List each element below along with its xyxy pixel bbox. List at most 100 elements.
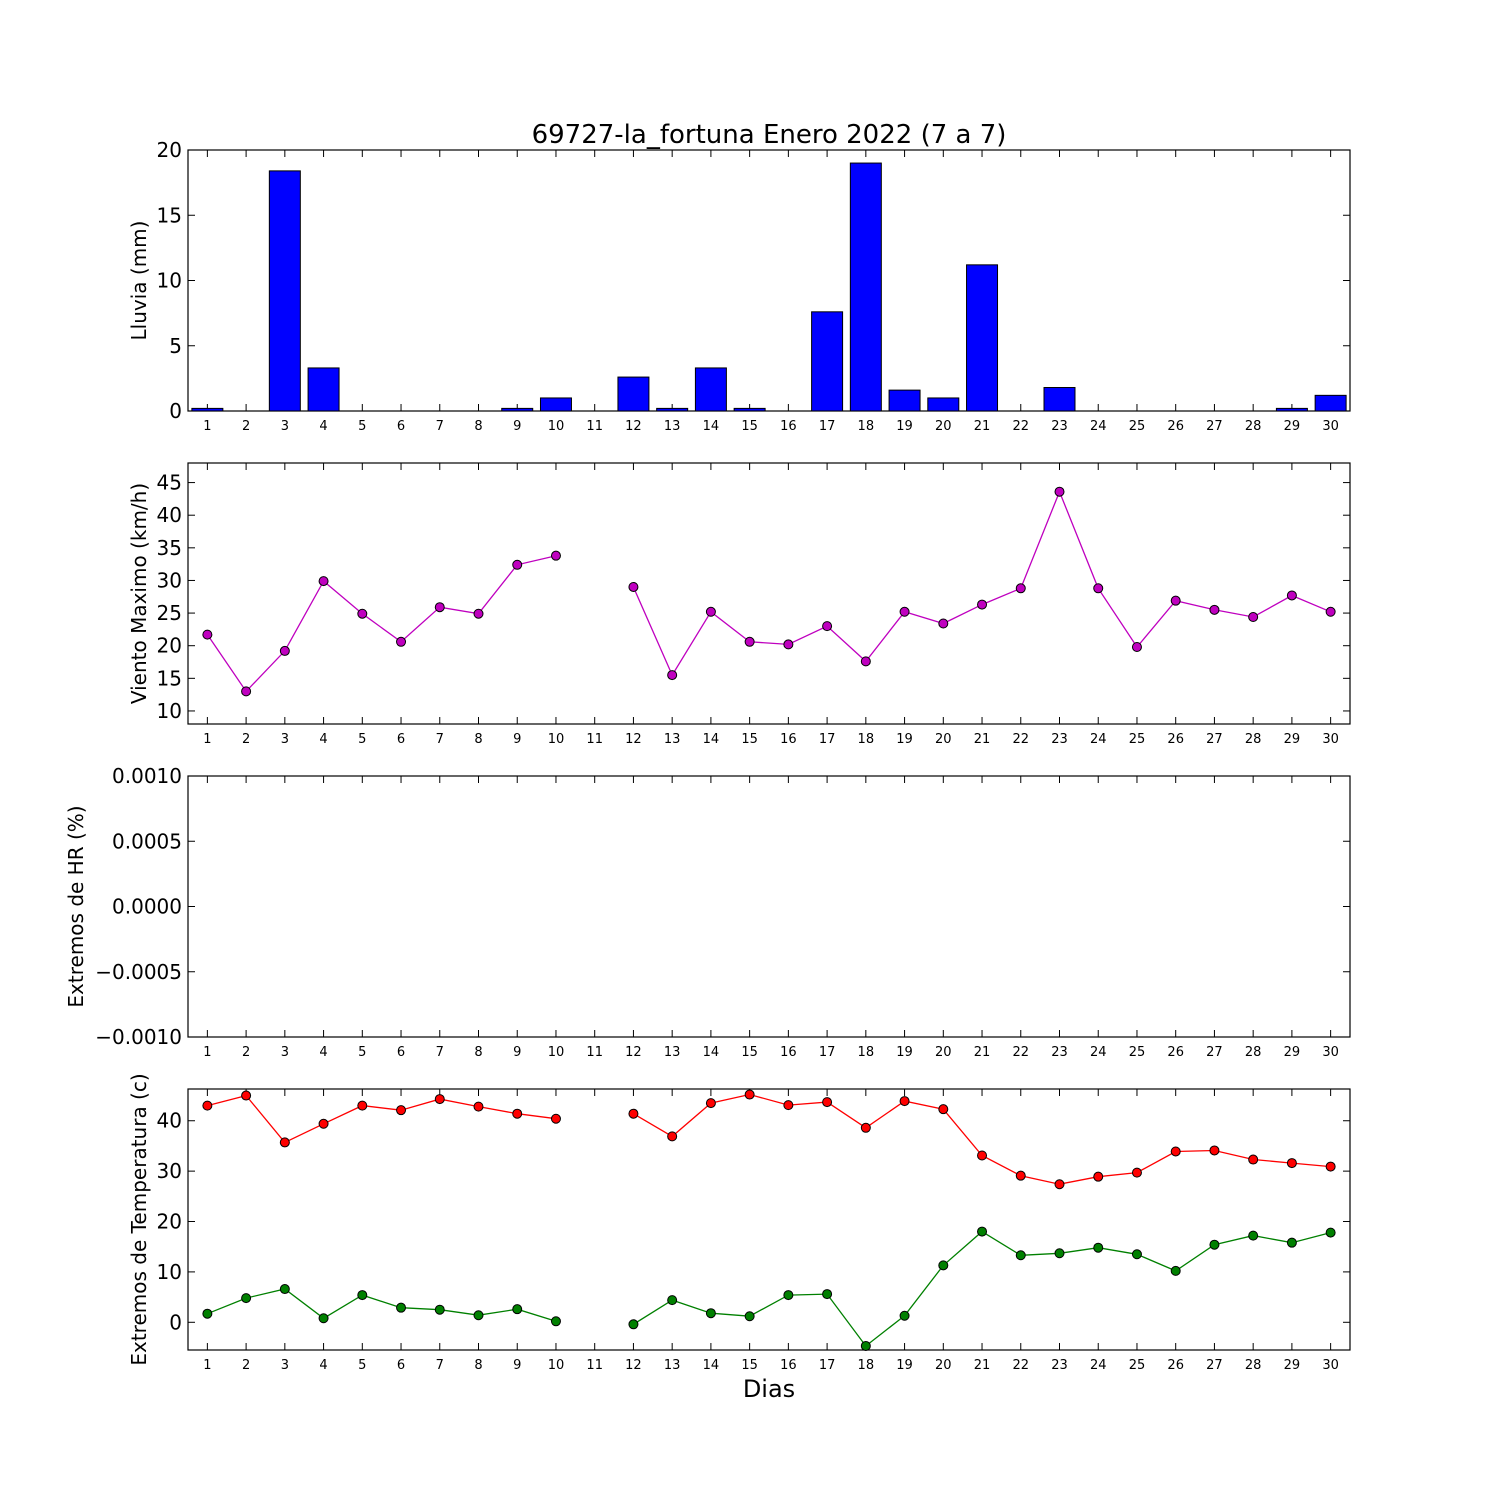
data-point [667, 1131, 678, 1142]
data-point [977, 599, 988, 610]
x-tick-label: 15 [741, 1358, 758, 1373]
data-point [705, 606, 716, 617]
data-point [550, 1113, 561, 1124]
data-point [241, 686, 252, 697]
data-point [1209, 1239, 1220, 1250]
data-point [1248, 1230, 1259, 1241]
x-tick-label: 30 [1322, 1045, 1339, 1060]
y-tick-label: 5 [169, 334, 182, 358]
x-tick-label: 23 [1051, 732, 1068, 747]
x-tick-label: 7 [436, 1045, 444, 1060]
data-point [977, 1226, 988, 1237]
x-tick-label: 25 [1129, 1045, 1146, 1060]
x-tick-label: 24 [1090, 1045, 1107, 1060]
x-tick-label: 16 [780, 732, 797, 747]
bar [927, 397, 960, 412]
data-point [1248, 1154, 1259, 1165]
x-tick-label: 16 [780, 1358, 797, 1373]
data-point [899, 1310, 910, 1321]
data-point [822, 1289, 833, 1300]
data-point [396, 1105, 407, 1116]
data-point [279, 645, 290, 656]
x-tick-label: 20 [935, 1045, 952, 1060]
x-tick-label: 23 [1051, 1358, 1068, 1373]
bar [966, 264, 999, 412]
x-tick-label: 22 [1012, 419, 1029, 434]
x-tick-label: 19 [896, 732, 913, 747]
x-tick-label: 18 [858, 732, 875, 747]
bar [1043, 387, 1076, 412]
x-tick-label: 10 [548, 419, 565, 434]
x-tick-label: 24 [1090, 1358, 1107, 1373]
x-tick-label: 28 [1245, 732, 1262, 747]
data-point [1248, 611, 1259, 622]
x-tick-label: 26 [1167, 1358, 1184, 1373]
y-tick-label: 0 [169, 1310, 182, 1334]
x-tick-label: 9 [513, 1358, 521, 1373]
x-tick-label: 30 [1322, 1358, 1339, 1373]
x-tick-label: 8 [474, 732, 482, 747]
x-tick-label: 23 [1051, 1045, 1068, 1060]
bar [1275, 407, 1308, 412]
y-tick-label: 30 [157, 568, 182, 592]
bar [1314, 394, 1347, 412]
data-point [318, 1313, 329, 1324]
x-tick-label: 23 [1051, 419, 1068, 434]
series-line [633, 1093, 1331, 1185]
y-tick-label: 0.0000 [112, 895, 182, 919]
y-axis-label: Extremos de HR (%) [64, 805, 88, 1007]
data-point [1093, 1171, 1104, 1182]
x-tick-label: 14 [703, 419, 720, 434]
data-point [860, 656, 871, 667]
data-point [1170, 1146, 1181, 1157]
data-point [628, 1319, 639, 1330]
y-axis-label: Extremos de Temperatura (c) [127, 1073, 151, 1365]
data-point [318, 1118, 329, 1129]
data-point [1286, 1237, 1297, 1248]
data-point [357, 1290, 368, 1301]
x-tick-label: 10 [548, 732, 565, 747]
data-point [1325, 606, 1336, 617]
x-tick-label: 8 [474, 1358, 482, 1373]
data-point [396, 636, 407, 647]
x-tick-label: 11 [586, 1358, 603, 1373]
bar [694, 367, 727, 412]
x-axis-label: Dias [743, 1375, 795, 1403]
bar [191, 407, 224, 412]
x-tick-label: 25 [1129, 1358, 1146, 1373]
data-point [705, 1098, 716, 1109]
data-point [938, 1260, 949, 1271]
x-tick-label: 6 [397, 732, 405, 747]
x-tick-label: 1 [203, 1358, 211, 1373]
data-point [550, 550, 561, 561]
x-tick-label: 6 [397, 1045, 405, 1060]
data-point [1015, 583, 1026, 594]
x-tick-label: 29 [1284, 1045, 1301, 1060]
y-tick-label: 10 [157, 269, 182, 293]
y-axis-label: Viento Maximo (km/h) [127, 483, 151, 704]
x-tick-label: 3 [281, 1358, 289, 1373]
x-tick-label: 4 [319, 1358, 327, 1373]
x-tick-label: 27 [1206, 1358, 1223, 1373]
x-tick-label: 5 [358, 732, 366, 747]
y-tick-label: 0.0010 [112, 764, 182, 788]
x-tick-label: 22 [1012, 1045, 1029, 1060]
chart-title: 69727-la_fortuna Enero 2022 (7 a 7) [532, 120, 1007, 150]
bar [849, 162, 882, 412]
y-tick-label: −0.0005 [95, 960, 182, 984]
x-tick-label: 30 [1322, 732, 1339, 747]
data-point [434, 1094, 445, 1105]
x-tick-label: 11 [586, 732, 603, 747]
x-tick-label: 16 [780, 419, 797, 434]
x-tick-label: 29 [1284, 1358, 1301, 1373]
x-tick-label: 28 [1245, 1045, 1262, 1060]
x-tick-label: 1 [203, 732, 211, 747]
x-tick-label: 2 [242, 732, 250, 747]
x-tick-label: 5 [358, 419, 366, 434]
data-point [1286, 590, 1297, 601]
data-point [744, 636, 755, 647]
y-tick-label: 25 [157, 601, 182, 625]
x-tick-label: 9 [513, 1045, 521, 1060]
